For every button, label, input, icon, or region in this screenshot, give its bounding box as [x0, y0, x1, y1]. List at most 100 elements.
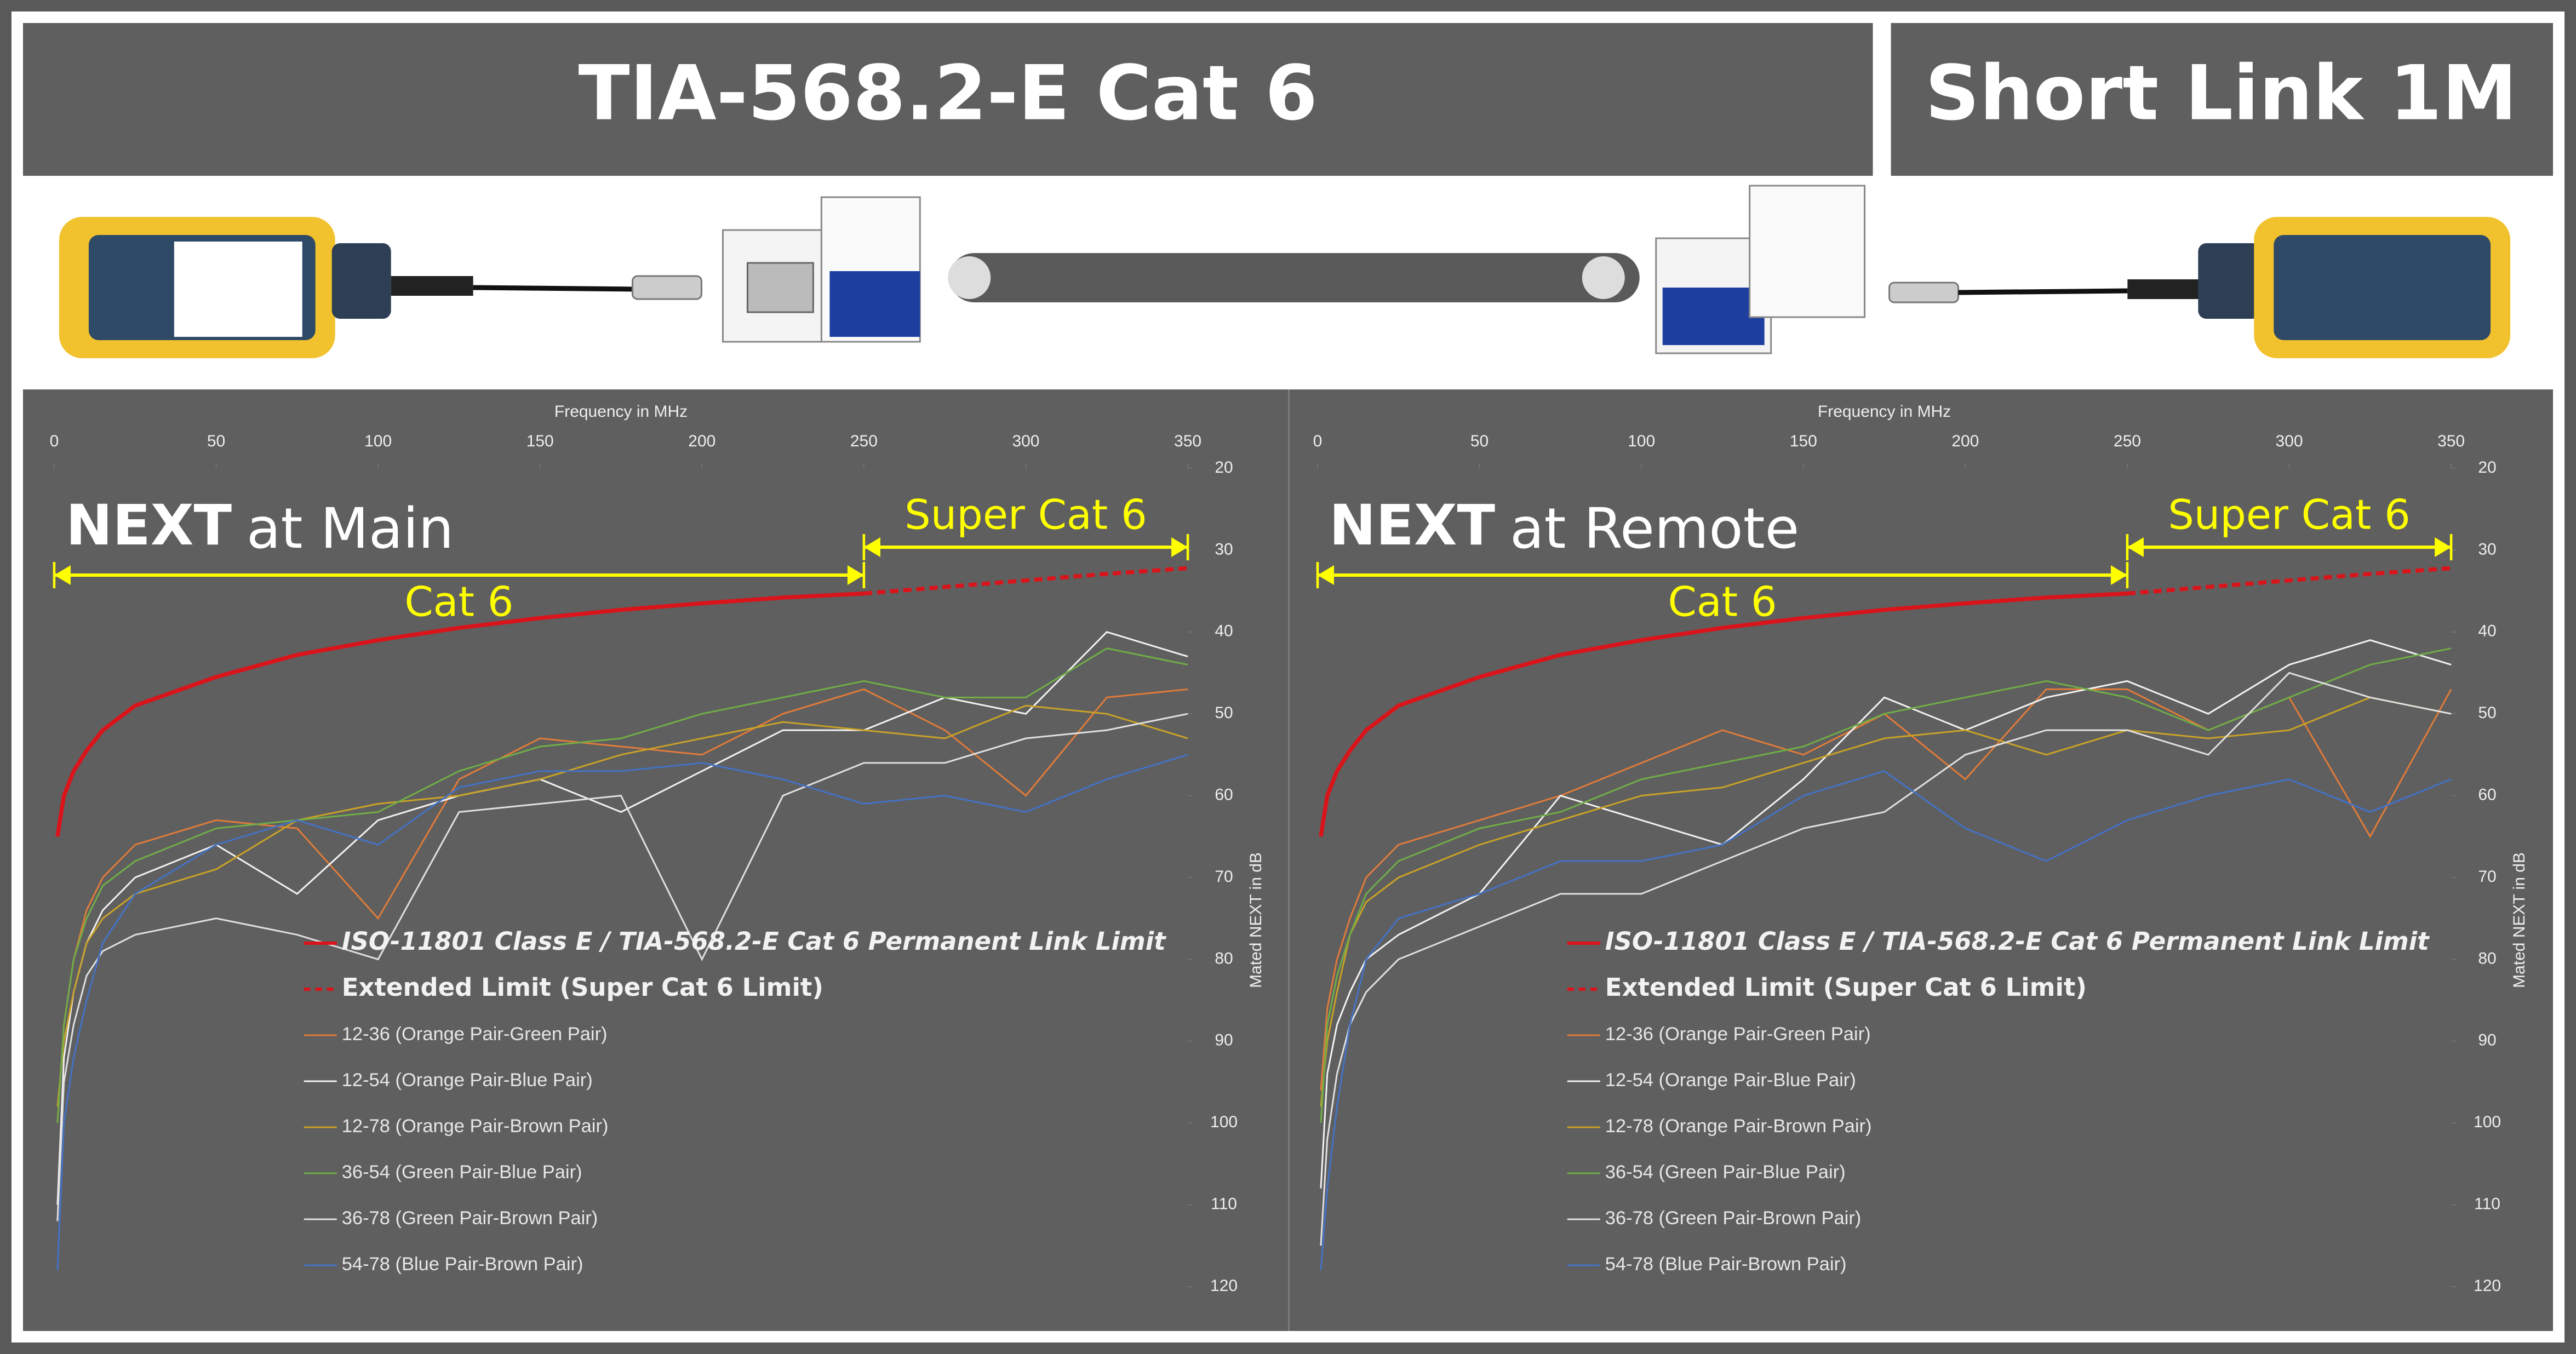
y-tick-label: 40: [1215, 622, 1233, 640]
annotation-label: Cat 6: [404, 577, 513, 626]
x-tick-label: 300: [2275, 432, 2303, 450]
annotation-label: Super Cat 6: [905, 490, 1147, 538]
legend-label: 12-54 (Orange Pair-Blue Pair): [342, 1070, 593, 1091]
patch-cord: [473, 285, 638, 292]
x-axis-title: Frequency in MHz: [1818, 403, 1951, 421]
y-tick-label: 60: [2478, 786, 2496, 804]
plug: [1888, 282, 1959, 303]
header-box: [1891, 23, 2554, 176]
legend-label: ISO-11801 Class E / TIA-568.2-E Cat 6 Pe…: [342, 927, 1166, 956]
x-tick-label: 0: [50, 432, 59, 450]
legend-label: 12-78 (Orange Pair-Brown Pair): [1605, 1116, 1872, 1137]
tester-adapter: [331, 243, 391, 319]
y-tick-label: 110: [2474, 1195, 2500, 1213]
y-axis-title: Mated NEXT in dB: [2510, 852, 2528, 988]
x-axis-title: Frequency in MHz: [554, 403, 688, 421]
y-tick-label: 80: [1215, 949, 1233, 967]
legend-label: 36-78 (Green Pair-Brown Pair): [1605, 1208, 1862, 1229]
jack-idc: [829, 271, 920, 337]
jack-idc: [1662, 288, 1765, 345]
legend-label: 36-78 (Green Pair-Brown Pair): [342, 1208, 598, 1229]
chart-title: at Main: [247, 496, 454, 561]
series-line: [56, 688, 1188, 1123]
y-tick-label: 50: [2478, 704, 2496, 722]
x-tick-label: 300: [1012, 432, 1039, 450]
cable-end: [1582, 256, 1625, 299]
x-tick-label: 100: [364, 432, 392, 450]
y-tick-label: 120: [1210, 1277, 1238, 1295]
series-line: [2127, 566, 2452, 596]
cable-end: [948, 256, 991, 299]
y-tick-label: 50: [1215, 704, 1233, 722]
x-tick-label: 0: [1313, 432, 1323, 450]
legend-label: ISO-11801 Class E / TIA-568.2-E Cat 6 Pe…: [1605, 927, 2430, 956]
y-tick-label: 70: [2478, 868, 2496, 886]
y-tick-label: 20: [2478, 458, 2496, 477]
x-tick-label: 150: [526, 432, 554, 450]
y-tick-label: 20: [1215, 458, 1233, 477]
header-link: Short Link 1M: [1925, 49, 2517, 137]
y-tick-label: 100: [2474, 1113, 2501, 1131]
legend-label: 36-54 (Green Pair-Blue Pair): [1605, 1162, 1846, 1183]
legend-label: 54-78 (Blue Pair-Brown Pair): [1605, 1254, 1847, 1275]
x-tick-label: 250: [2114, 432, 2141, 450]
legend-label: 12-78 (Orange Pair-Brown Pair): [342, 1116, 609, 1137]
y-tick-label: 80: [2478, 949, 2496, 967]
legend-label: 54-78 (Blue Pair-Brown Pair): [342, 1254, 583, 1275]
x-tick-label: 350: [1174, 432, 1201, 450]
y-tick-label: 90: [1215, 1031, 1233, 1049]
series-line: [56, 647, 1188, 1123]
header-standard: TIA-568.2-E Cat 6: [579, 49, 1318, 137]
annotation-label: Cat 6: [1668, 577, 1777, 626]
jack-port: [746, 262, 814, 313]
x-tick-label: 200: [688, 432, 715, 450]
x-tick-label: 250: [850, 432, 878, 450]
x-tick-label: 100: [1628, 432, 1655, 450]
x-tick-label: 150: [1790, 432, 1817, 450]
tester-screen: [174, 242, 302, 337]
series-line: [1319, 591, 2128, 837]
cable: [949, 253, 1640, 302]
x-tick-label: 50: [207, 432, 225, 450]
link-illustration: [59, 185, 2511, 358]
header-box: [22, 23, 1873, 176]
adapter-boot: [391, 276, 473, 296]
y-tick-label: 70: [1215, 868, 1233, 886]
y-tick-label: 30: [1215, 540, 1233, 558]
legend-label: Extended Limit (Super Cat 6 Limit): [342, 973, 823, 1002]
x-tick-label: 200: [1951, 432, 1979, 450]
series-line: [56, 713, 1188, 1221]
legend-label: 36-54 (Green Pair-Blue Pair): [342, 1162, 582, 1183]
series-line: [1320, 647, 2452, 1123]
y-tick-label: 40: [2478, 622, 2496, 640]
series-line: [55, 591, 865, 837]
legend-label: 12-36 (Orange Pair-Green Pair): [342, 1024, 608, 1045]
y-tick-label: 90: [2478, 1031, 2496, 1049]
tester-adapter: [2198, 243, 2261, 319]
patch-cord: [1958, 288, 2128, 295]
series-line: [1320, 770, 2452, 1271]
x-tick-label: 50: [1470, 432, 1489, 450]
chart-title-emphasis: NEXT: [1329, 493, 1496, 558]
plug: [632, 275, 702, 300]
legend-label: Extended Limit (Super Cat 6 Limit): [1605, 973, 2087, 1002]
chart-title: at Remote: [1510, 496, 1799, 561]
y-axis-title: Mated NEXT in dB: [1247, 852, 1265, 988]
annotation-label: Super Cat 6: [2168, 490, 2411, 538]
adapter-boot: [2127, 279, 2202, 299]
y-tick-label: 60: [1215, 786, 1233, 804]
y-tick-label: 100: [1210, 1113, 1238, 1131]
legend-label: 12-36 (Orange Pair-Green Pair): [1605, 1024, 1871, 1045]
series-line: [863, 566, 1188, 596]
chart-title-emphasis: NEXT: [66, 493, 232, 558]
y-tick-label: 110: [1211, 1195, 1237, 1213]
tester-face: [2274, 235, 2491, 340]
legend-label: 12-54 (Orange Pair-Blue Pair): [1605, 1070, 1856, 1091]
jack-body: [1749, 185, 1866, 318]
y-tick-label: 120: [2474, 1277, 2501, 1295]
series-line: [56, 754, 1188, 1271]
series-line: [56, 704, 1188, 1107]
x-tick-label: 350: [2437, 432, 2465, 450]
y-tick-label: 30: [2478, 540, 2496, 558]
